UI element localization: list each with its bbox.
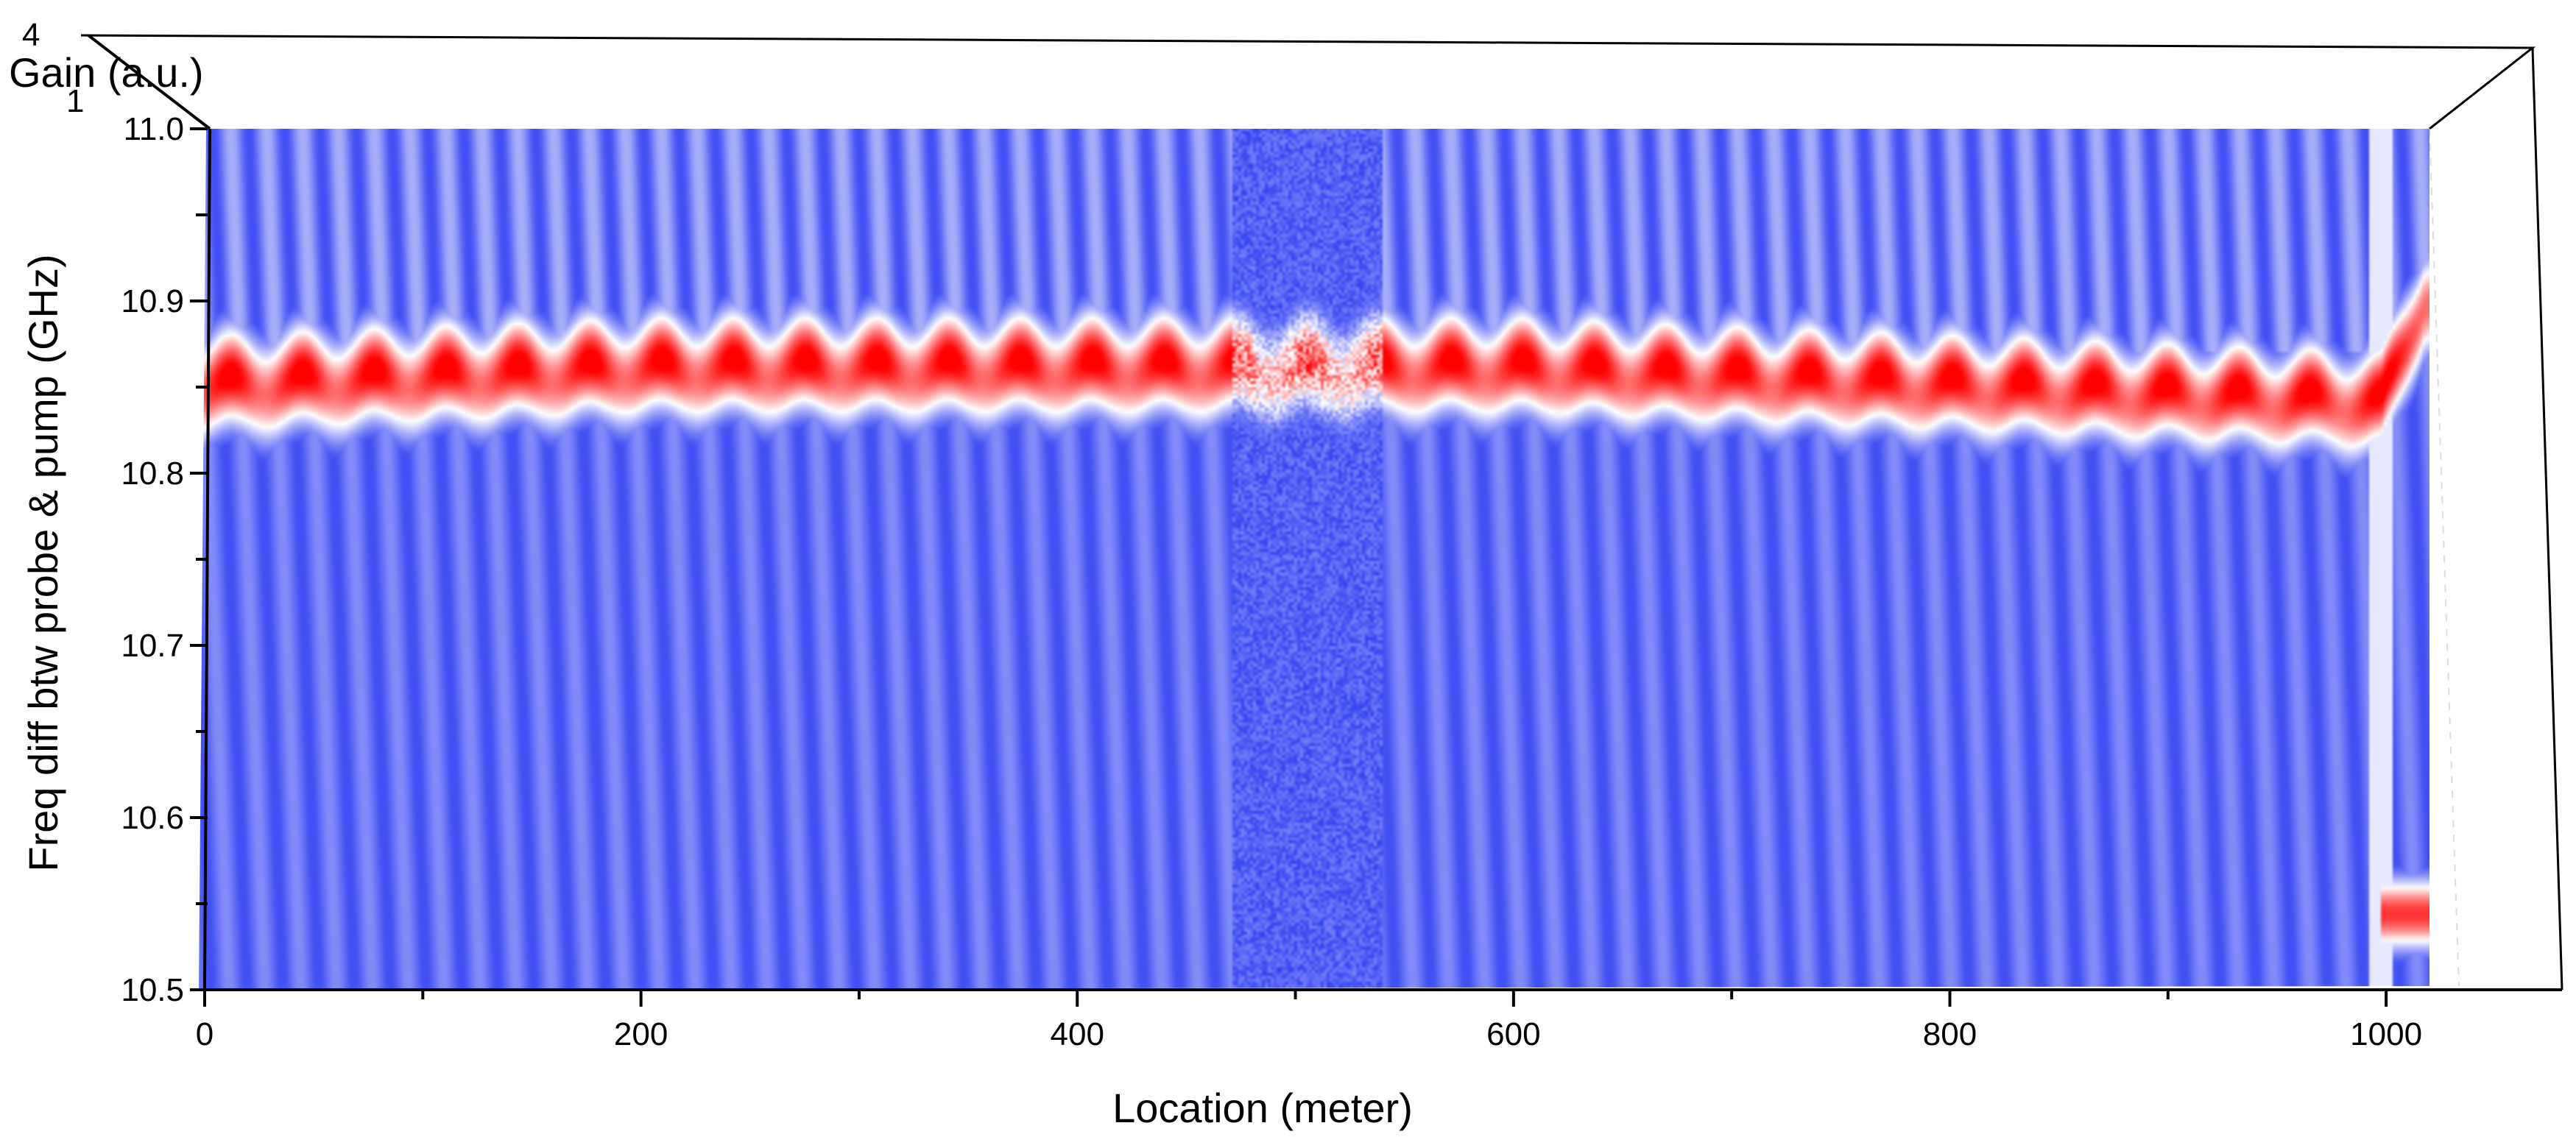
heatmap-image [199,129,2429,990]
x-tick-label: 400 [1051,1016,1104,1052]
y-ticks: 10.5 10.6 10.7 10.8 10.9 11.0 [121,111,208,1008]
y-tick-label: 10.9 [121,283,184,319]
y-axis: 10.5 10.6 10.7 10.8 10.9 11.0 [121,111,211,1008]
box-right-back-edge [2531,47,2563,991]
x-axis-title: Location (meter) [1112,1085,1413,1131]
heatmap-surface [199,129,2429,990]
y-tick-label: 10.5 [121,972,184,1008]
x-tick-label: 800 [1923,1016,1977,1052]
x-axis: 0 200 400 600 800 1000 [196,988,2562,1052]
x-tick-label: 600 [1486,1016,1540,1052]
z-axis-title: Gain (a.u.) [9,49,204,96]
y-axis-title: Freq diff btw probe & pump (GHz) [20,254,66,871]
y-tick-label: 10.7 [121,628,184,664]
x-ticks: 0 200 400 600 800 1000 [196,990,2422,1052]
x-tick-label: 0 [196,1016,214,1052]
box-top-back-edge [80,34,2536,130]
z-tick-4: 4 [22,17,40,53]
gain-axis-line [87,34,211,130]
y-tick-label: 10.6 [121,800,184,836]
z-tick-1: 1 [66,83,84,119]
x-tick-label: 1000 [2350,1016,2422,1052]
box-inner-edge [2429,128,2460,987]
y-tick-label: 11.0 [124,111,184,147]
x-tick-label: 200 [614,1016,668,1052]
y-tick-label: 10.8 [121,456,184,492]
